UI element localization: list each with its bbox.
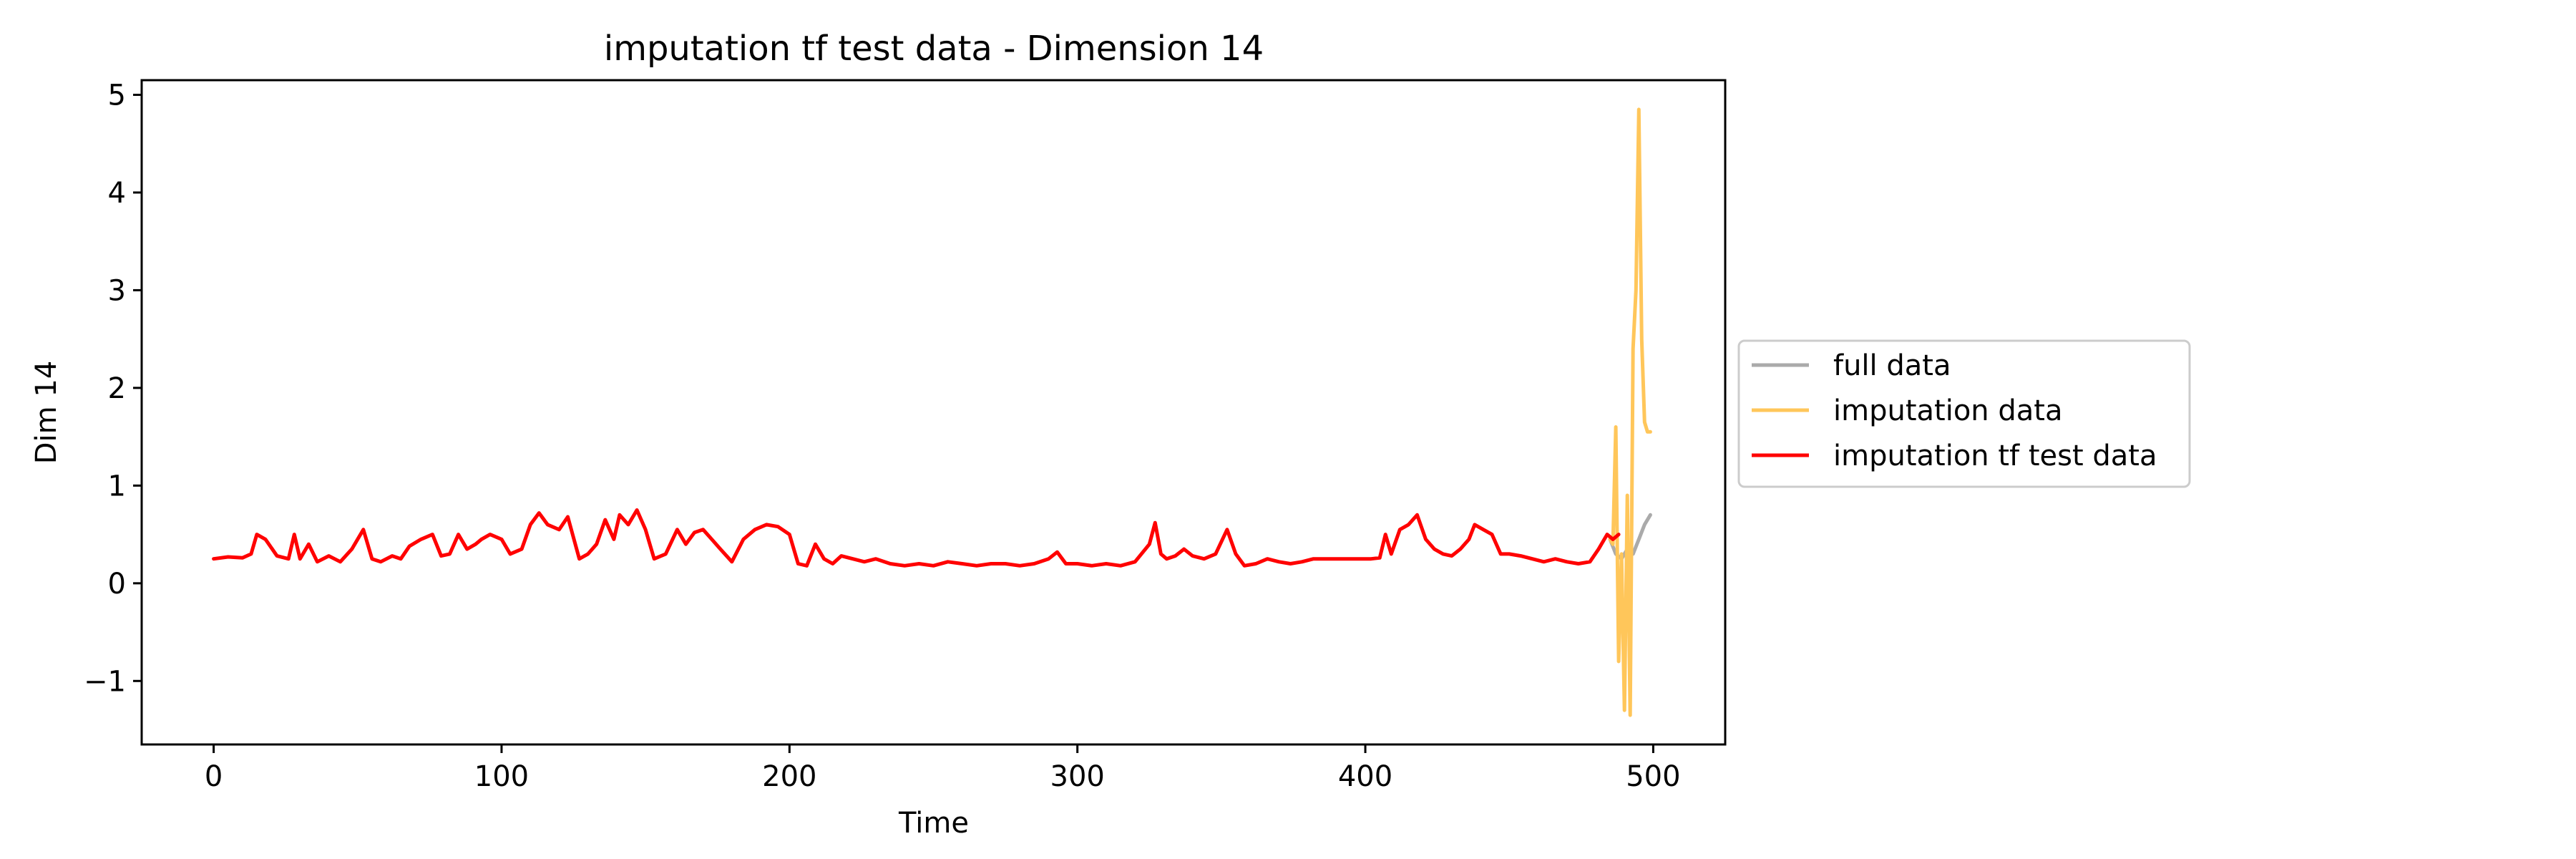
x-axis-label: Time xyxy=(898,807,969,840)
y-tick-label: 5 xyxy=(108,79,126,112)
legend: full data imputation data imputation tf te… xyxy=(1737,339,2191,488)
x-tick-label: 400 xyxy=(1338,760,1392,793)
y-tick-label: 0 xyxy=(108,568,126,601)
plot-frame xyxy=(140,79,1727,746)
x-tick-label: 100 xyxy=(474,760,529,793)
legend-label-0: full data xyxy=(1833,349,1951,382)
y-tick-label: 2 xyxy=(108,372,126,405)
chart-title: imputation tf test data - Dimension 14 xyxy=(604,29,1264,69)
series-line-2 xyxy=(212,508,1621,568)
legend-label-2: imputation tf test data xyxy=(1833,440,2157,472)
legend-frame xyxy=(1737,339,2191,488)
legend-entries: full data imputation data imputation tf te… xyxy=(1752,349,2157,472)
y-tick-label: 1 xyxy=(108,470,126,503)
y-tick-label: −1 xyxy=(84,665,126,698)
y-axis-label: Dim 14 xyxy=(30,361,63,465)
x-tick-label: 500 xyxy=(1626,760,1680,793)
y-tick-label: 3 xyxy=(108,274,126,307)
x-tick-label: 300 xyxy=(1050,760,1105,793)
x-tick-label: 200 xyxy=(762,760,816,793)
x-axis: 0 100 200 300 400 500 xyxy=(205,744,1681,793)
series-line-1 xyxy=(1608,107,1652,717)
x-tick-label: 0 xyxy=(205,760,223,793)
y-tick-label: 4 xyxy=(108,177,126,210)
legend-label-1: imputation data xyxy=(1833,394,2062,427)
y-axis: −1 0 1 2 3 4 5 xyxy=(84,79,142,698)
plot-area xyxy=(212,107,1652,717)
